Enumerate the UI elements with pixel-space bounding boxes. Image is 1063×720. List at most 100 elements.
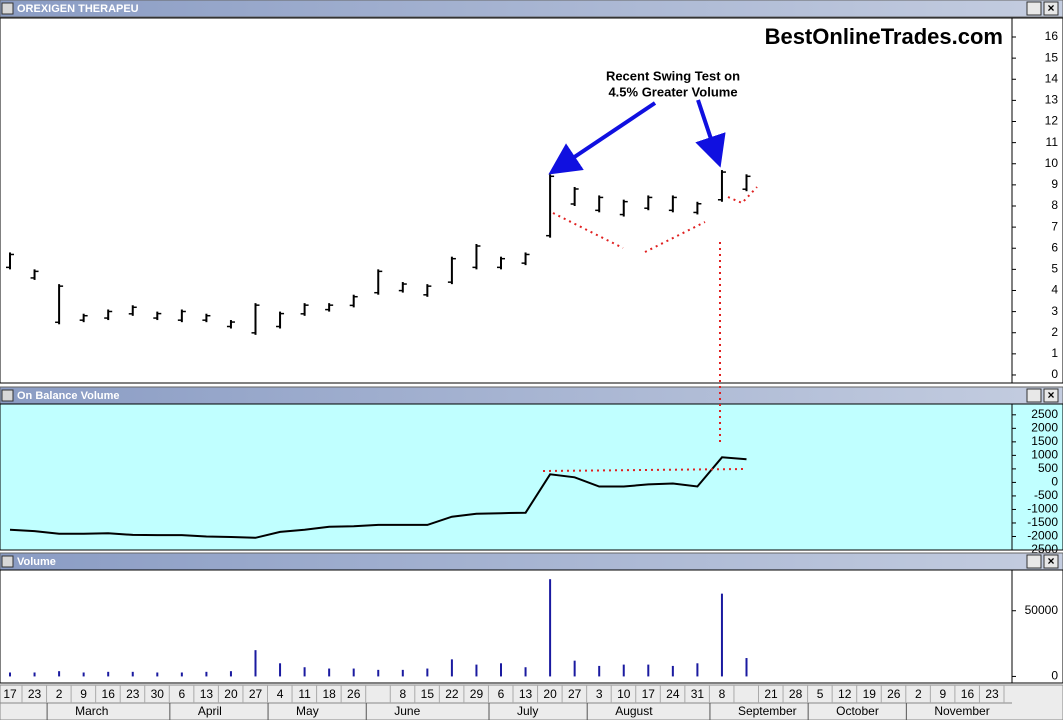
x-tick-label: 28 [789, 687, 803, 701]
x-tick-label: 15 [421, 687, 435, 701]
y-tick-label: 13 [1045, 93, 1059, 107]
x-tick-label: 9 [80, 687, 87, 701]
plot-area [0, 17, 1013, 384]
panel-title: On Balance Volume [17, 390, 120, 402]
y-tick-label: 9 [1051, 177, 1058, 191]
volume-bar [303, 667, 306, 677]
volume-bar [328, 668, 331, 677]
volume-bar [524, 667, 527, 677]
x-tick-label: 30 [151, 687, 165, 701]
x-tick-label: 2 [915, 687, 922, 701]
y-tick-label: 3 [1051, 304, 1058, 318]
arrow [695, 99, 726, 168]
x-tick-label: 23 [126, 687, 140, 701]
volume-bar [573, 660, 576, 677]
close-button[interactable] [1043, 1, 1059, 16]
x-tick-label: 16 [961, 687, 975, 701]
close-x: × [1047, 554, 1054, 568]
y-axis-area [1011, 569, 1063, 684]
guide-line [542, 468, 746, 472]
x-tick-label: 3 [596, 687, 603, 701]
volume-bar [598, 665, 601, 677]
volume-bar [9, 672, 11, 677]
x-tick-label: 29 [470, 687, 484, 701]
x-tick-label: 8 [719, 687, 726, 701]
x-tick-label: 12 [838, 687, 852, 701]
volume-bar [254, 650, 257, 677]
y-tick-label: 10 [1045, 156, 1059, 170]
volume-bar [377, 669, 380, 677]
volume-bar [205, 671, 208, 677]
volume-bar [33, 672, 36, 677]
y-tick-label: 6 [1051, 240, 1058, 254]
volume-bar [156, 672, 159, 677]
panel-header [0, 0, 1063, 18]
volume-bar [475, 664, 478, 677]
y-axis-area [1011, 403, 1063, 551]
y-tick-label: 50000 [1025, 603, 1059, 617]
maximize-button[interactable] [1026, 554, 1042, 569]
volume-bar [622, 664, 625, 677]
y-tick-label: 2 [1051, 325, 1058, 339]
y-tick-label: 16 [1045, 29, 1059, 43]
x-tick-label: 19 [863, 687, 877, 701]
volume-bar [720, 593, 723, 677]
x-tick-label: 23 [985, 687, 999, 701]
volume-bar [745, 658, 748, 677]
y-tick-label: 1000 [1031, 448, 1058, 462]
header-button[interactable] [1, 389, 14, 402]
panel-header [0, 386, 1063, 405]
volume-bar [671, 665, 674, 677]
month-label: June [394, 704, 420, 718]
volume-bar [107, 671, 110, 677]
x-tick-label: 20 [543, 687, 557, 701]
arrow [548, 101, 657, 175]
month-label: September [738, 704, 797, 718]
volume-bar [401, 669, 404, 677]
y-tick-label: 0 [1051, 367, 1058, 381]
trend-line [644, 221, 706, 253]
x-tick-label: 9 [940, 687, 947, 701]
volume-bar [279, 663, 282, 677]
header-button[interactable] [1, 2, 14, 15]
y-tick-label: -1000 [1027, 502, 1058, 516]
close-x: × [1047, 1, 1054, 15]
plot-area [0, 403, 1013, 551]
y-tick-label: -500 [1034, 488, 1058, 502]
volume-bar [450, 659, 453, 677]
volume-bar [131, 671, 134, 677]
y-tick-label: 5 [1051, 262, 1058, 276]
x-tick-label: 6 [179, 687, 186, 701]
header-button[interactable] [1, 555, 14, 568]
volume-bar [549, 579, 552, 677]
plot-area [0, 569, 1013, 684]
y-axis-area [1011, 17, 1063, 384]
x-tick-label: 13 [200, 687, 214, 701]
y-tick-label: 500 [1038, 461, 1058, 475]
x-tick-label: 27 [568, 687, 582, 701]
x-tick-label: 18 [322, 687, 336, 701]
volume-bar [500, 663, 502, 677]
y-tick-label: -2000 [1027, 529, 1058, 543]
y-tick-label: 2000 [1031, 421, 1058, 435]
x-tick-label: 24 [666, 687, 680, 701]
close-button[interactable] [1043, 388, 1059, 403]
month-label: November [934, 704, 989, 718]
maximize-button[interactable] [1026, 1, 1042, 16]
maximize-button[interactable] [1026, 388, 1042, 403]
x-tick-label: 27 [249, 687, 263, 701]
month-label: March [75, 704, 108, 718]
month-label: October [836, 704, 879, 718]
x-tick-label: 20 [224, 687, 238, 701]
month-label: August [615, 704, 653, 718]
x-tick-label: 8 [399, 687, 406, 701]
close-button[interactable] [1043, 554, 1059, 569]
trend-line [552, 212, 624, 249]
volume-bar [229, 671, 232, 677]
marks [6, 170, 751, 677]
x-tick-label: 22 [445, 687, 459, 701]
y-tick-label: 1 [1051, 346, 1058, 360]
x-tick-label: 26 [347, 687, 361, 701]
x-tick-label: 17 [3, 687, 17, 701]
